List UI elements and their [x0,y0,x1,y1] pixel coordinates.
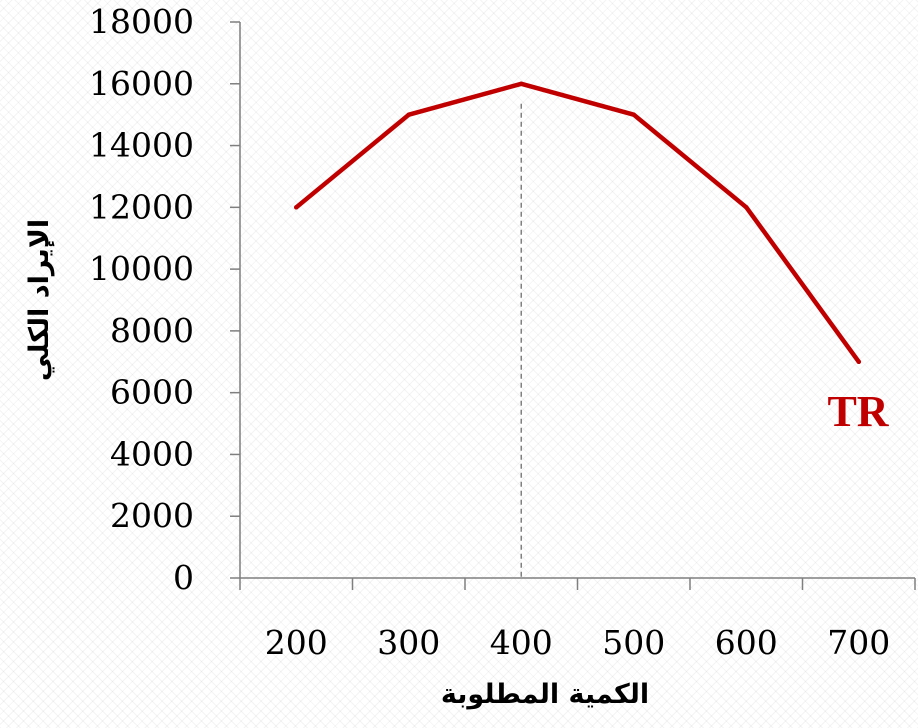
y-tick-label: 10000 [89,249,194,288]
x-tick-label: 500 [602,623,665,662]
x-tick-label: 200 [265,623,328,662]
series-line-tr [294,81,862,365]
series-group: TR [294,81,890,436]
x-tick-label: 400 [490,623,553,662]
y-tick-label: 4000 [110,434,194,473]
data-point [519,81,524,86]
y-tick-label: 2000 [110,496,194,535]
y-tick-label: 6000 [110,373,194,412]
data-point [744,205,749,210]
y-tick-label: 14000 [89,126,194,165]
y-axis-ticks: 0 2000 4000 6000 8000 10000 12000 14000 16000 180… [89,2,240,597]
y-tick-label: 18000 [89,2,194,41]
x-tick-label: 700 [827,623,890,662]
x-axis-ticks: 200 300 400 500 600 700 [239,578,916,662]
y-tick-label: 12000 [89,187,194,226]
y-tick-label: 16000 [89,64,194,103]
y-axis-title: الإيراد الكلي [24,219,55,381]
y-tick-label: 8000 [110,311,194,350]
x-axis-title: الكمية المطلوبة [441,679,649,710]
data-point [856,359,861,364]
y-tick-label: 0 [173,558,194,597]
x-tick-label: 600 [715,623,778,662]
data-point [406,112,411,117]
data-point [631,112,636,117]
series-label: TR [827,387,889,436]
data-point [294,205,299,210]
x-tick-label: 300 [377,623,440,662]
